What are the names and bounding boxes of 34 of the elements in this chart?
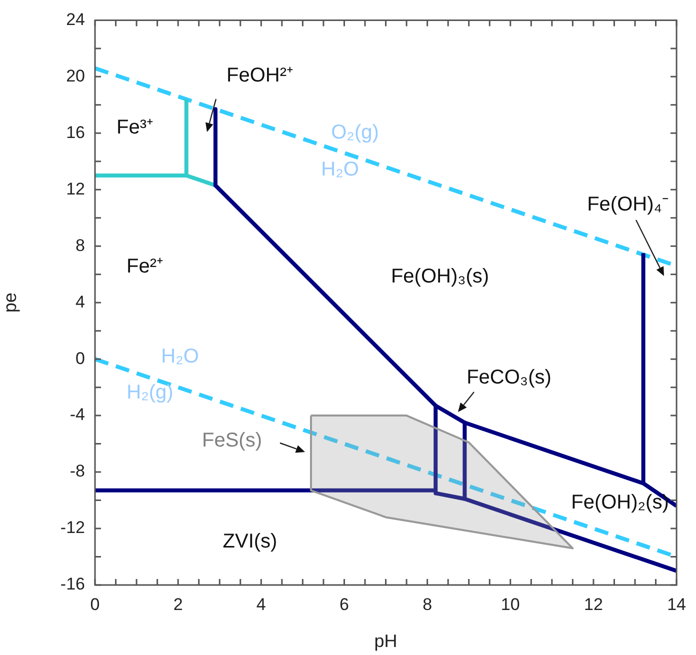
x-axis-title: pH [374,631,398,652]
annotation: Fe²⁺ [126,256,164,278]
x-tick-label: 2 [173,594,183,614]
x-tick-label: 12 [584,594,603,614]
y-tick-label: 8 [76,236,85,255]
y-tick-label: 4 [76,292,85,312]
annotation: H₂O [321,158,359,181]
annotation: Fe(OH)₄⁻ [587,194,669,216]
x-tick-label: 4 [256,594,266,614]
annotation: Fe³⁺ [116,116,154,139]
y-tick-label: -12 [60,518,85,538]
y-axis-title: pe [0,292,20,313]
annotation: H₂O [161,346,199,368]
annotation: Fe(OH)₂(s) [571,492,669,514]
x-tick-label: 10 [500,594,520,614]
annotation: O₂(g) [331,122,379,144]
y-tick-label: -4 [70,405,85,424]
annotation: H₂(g) [126,382,174,404]
y-tick-label: -16 [60,574,85,594]
x-tick-label: 6 [340,594,349,614]
x-tick-label: 8 [422,594,432,614]
x-tick-label: 0 [90,594,100,614]
y-tick-label: -8 [70,462,85,481]
y-tick-label: 16 [66,122,85,142]
y-tick-label: 12 [66,179,85,198]
annotation: FeOH²⁺ [226,64,294,87]
y-tick-label: 0 [76,348,85,368]
y-tick-label: 24 [66,10,85,29]
annotation: Fe(OH)₃(s) [390,266,490,288]
annotation: FeS(s) [202,430,262,452]
annotation: ZVI(s) [222,530,278,553]
annotation: FeCO₃(s) [466,366,552,389]
y-tick-label: 20 [66,66,85,86]
x-tick-label: 14 [667,594,686,614]
